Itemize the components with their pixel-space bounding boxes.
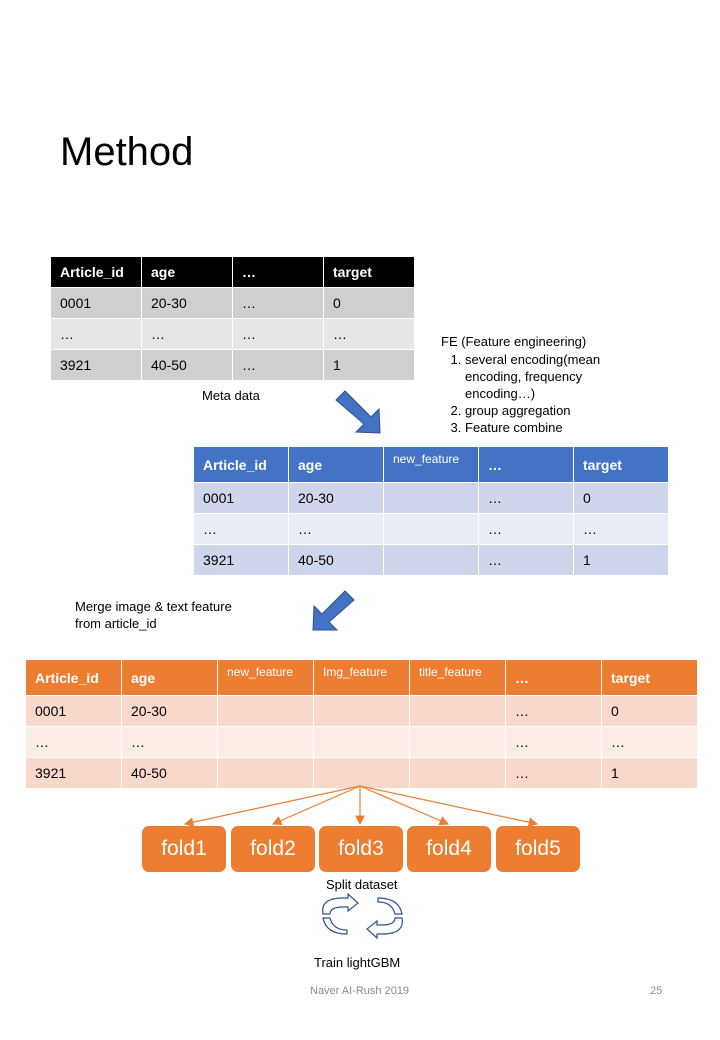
column-header: age <box>121 659 218 696</box>
slide-title: Method <box>60 130 194 174</box>
table-cell: 0 <box>573 482 669 514</box>
fe-list: several encoding(mean encoding, frequenc… <box>441 351 641 436</box>
list-item: group aggregation <box>465 402 641 419</box>
footer-text: Naver AI-Rush 2019 <box>310 985 410 997</box>
column-header: new_feature <box>217 659 314 696</box>
table-cell: 0 <box>323 287 415 319</box>
table-cell <box>383 544 479 576</box>
merged-feature-table: Article_id age new_feature Img_feature t… <box>25 659 698 789</box>
table-cell: … <box>573 513 669 545</box>
table-cell: 1 <box>573 544 669 576</box>
column-header: title_feature <box>409 659 506 696</box>
train-lightgbm-label: Train lightGBM <box>314 955 401 970</box>
table-cell: … <box>505 695 602 727</box>
table-cell: 1 <box>601 757 698 789</box>
table-cell <box>313 757 410 789</box>
list-item: Feature combine <box>465 419 641 436</box>
table-cell: … <box>505 726 602 758</box>
fold-box: fold5 <box>496 826 580 872</box>
merge-note-line: from article_id <box>75 616 157 631</box>
table-cell: … <box>232 318 324 350</box>
fold-box: fold3 <box>319 826 403 872</box>
table-cell: 3921 <box>50 349 142 381</box>
table-cell: 20-30 <box>141 287 233 319</box>
fold-box: fold1 <box>142 826 226 872</box>
table-cell: 1 <box>323 349 415 381</box>
split-dataset-label: Split dataset <box>326 877 398 892</box>
fold-box: fold4 <box>407 826 491 872</box>
column-header: Article_id <box>193 446 289 483</box>
table-row: 0001 20-30 … 0 <box>25 695 698 727</box>
meta-data-table: Article_id age … target 0001 20-30 … 0 …… <box>50 256 415 381</box>
column-header: target <box>323 256 415 288</box>
column-header: age <box>288 446 384 483</box>
table-cell: … <box>50 318 142 350</box>
table-cell <box>409 757 506 789</box>
table-row: 3921 40-50 … 1 <box>50 349 415 381</box>
fold-split-lines <box>183 785 539 827</box>
cycle-arrows-icon <box>322 892 403 940</box>
table-row: … … … … <box>50 318 415 350</box>
table-row: 3921 40-50 … 1 <box>25 757 698 789</box>
table-cell: … <box>232 349 324 381</box>
table-cell: … <box>121 726 218 758</box>
table-cell: … <box>505 757 602 789</box>
table-cell: 0001 <box>25 695 122 727</box>
table-cell: … <box>601 726 698 758</box>
page-number: 25 <box>650 985 663 997</box>
meta-data-caption: Meta data <box>202 388 260 403</box>
table-cell: 3921 <box>193 544 289 576</box>
table-cell <box>409 726 506 758</box>
fe-note-title: FE (Feature engineering) <box>441 334 587 349</box>
table-cell: 0001 <box>50 287 142 319</box>
table-cell <box>217 726 314 758</box>
table-row: … … … … <box>25 726 698 758</box>
merge-note-line: Merge image & text feature <box>75 599 232 614</box>
down-left-arrow-icon <box>312 590 355 631</box>
column-header: Article_id <box>50 256 142 288</box>
fold-box: fold2 <box>231 826 315 872</box>
table-cell: … <box>141 318 233 350</box>
table-cell <box>217 757 314 789</box>
table-cell <box>313 726 410 758</box>
table-cell: … <box>478 482 574 514</box>
table-cell <box>217 695 314 727</box>
column-header: … <box>505 659 602 696</box>
merge-note: Merge image & text feature from article_… <box>75 598 232 632</box>
table-cell <box>313 695 410 727</box>
table-cell: 20-30 <box>121 695 218 727</box>
table-cell: 40-50 <box>141 349 233 381</box>
table-cell: … <box>232 287 324 319</box>
column-header: Img_feature <box>313 659 410 696</box>
table-cell: 3921 <box>25 757 122 789</box>
table-row: 3921 40-50 … 1 <box>193 544 669 576</box>
table-cell: … <box>288 513 384 545</box>
table-cell: 40-50 <box>288 544 384 576</box>
table-cell: 0 <box>601 695 698 727</box>
table-row: 0001 20-30 … 0 <box>50 287 415 319</box>
table-row: … … … … <box>193 513 669 545</box>
column-header: age <box>141 256 233 288</box>
list-item: several encoding(mean encoding, frequenc… <box>465 351 641 402</box>
table-cell: … <box>478 544 574 576</box>
table-cell: … <box>25 726 122 758</box>
table-cell <box>383 482 479 514</box>
down-right-arrow-icon <box>335 390 381 434</box>
column-header: … <box>478 446 574 483</box>
table-cell <box>383 513 479 545</box>
feature-engineering-note: FE (Feature engineering) several encodin… <box>441 333 641 436</box>
feature-engineered-table: Article_id age new_feature … target 0001… <box>193 446 669 576</box>
column-header: target <box>601 659 698 696</box>
